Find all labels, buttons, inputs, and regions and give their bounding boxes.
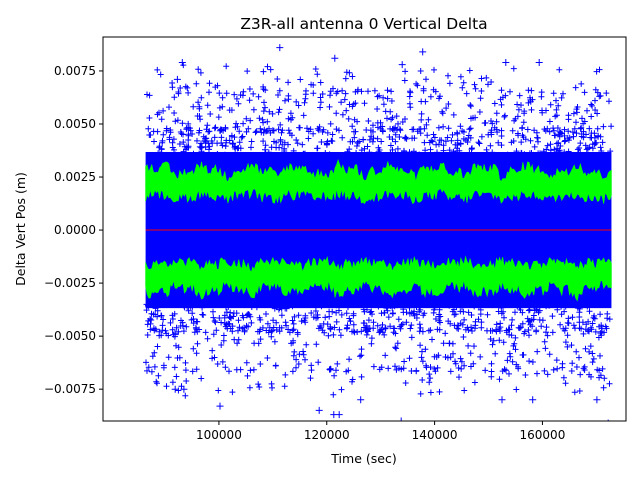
x-axis-label: Time (sec) (330, 451, 396, 466)
blue-scatter-series (143, 44, 615, 421)
y-tick-label: 0.0075 (54, 64, 96, 78)
y-tick-label: 0.0000 (54, 223, 96, 237)
green-band-upper (145, 158, 612, 205)
axes-frame (102, 36, 627, 422)
green-band-series (145, 158, 612, 302)
x-tick-label: 160000 (520, 428, 566, 442)
y-axis-label: Delta Vert Pos (m) (13, 172, 28, 286)
y-tick-label: −0.0025 (44, 276, 96, 290)
y-tick-label: 0.0025 (54, 170, 96, 184)
green-band-lower (145, 255, 612, 302)
y-tick-label: 0.0050 (54, 117, 96, 131)
chart-title: Z3R-all antenna 0 Vertical Delta (240, 15, 487, 33)
y-tick-label: −0.0075 (44, 382, 96, 396)
x-axis: 100000 120000 140000 160000 (196, 421, 565, 442)
y-axis: −0.0075 −0.0050 −0.0025 0.0000 0.0025 0.0050 0… (44, 64, 103, 396)
x-tick-label: 140000 (412, 428, 458, 442)
x-tick-label: 100000 (196, 428, 242, 442)
plot-area (143, 44, 615, 421)
y-tick-label: −0.0050 (44, 329, 96, 343)
blue-plus-markers (143, 44, 615, 421)
x-tick-label: 120000 (304, 428, 350, 442)
